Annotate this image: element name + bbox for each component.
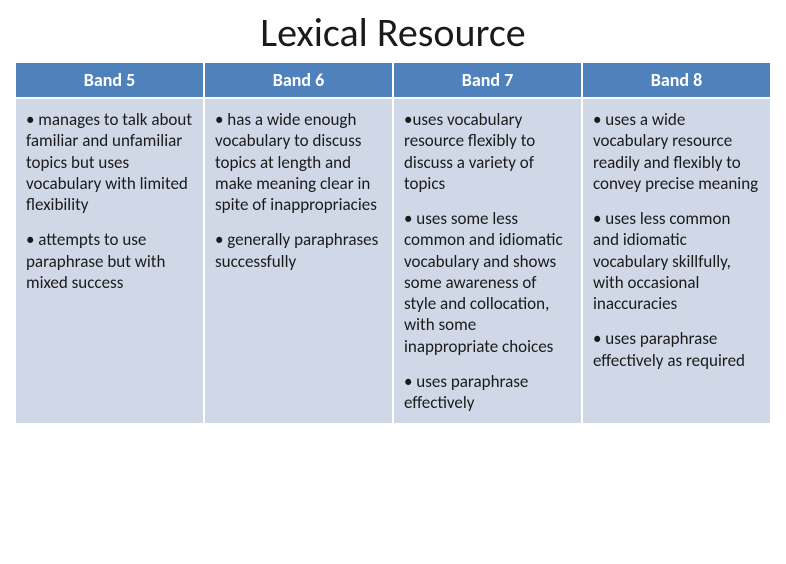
- bullet-text: • manages to talk about familiar and unf…: [26, 109, 193, 215]
- bullet-text: • uses less common and idiomatic vocabul…: [593, 208, 760, 314]
- bullet-text: •uses vocabulary resource flexibly to di…: [404, 109, 571, 194]
- bullet-text: • uses a wide vocabulary resource readil…: [593, 109, 760, 194]
- col-header-band8: Band 8: [582, 62, 771, 98]
- bullet-text: • generally paraphrases successfully: [215, 229, 382, 272]
- band-table: Band 5 Band 6 Band 7 Band 8 • manages to…: [14, 61, 772, 425]
- bullet-text: • uses paraphrase effectively: [404, 371, 571, 414]
- cell-band7: •uses vocabulary resource flexibly to di…: [393, 98, 582, 424]
- cell-band8: • uses a wide vocabulary resource readil…: [582, 98, 771, 424]
- bullet-text: • uses some less common and idiomatic vo…: [404, 208, 571, 357]
- bullet-text: • attempts to use paraphrase but with mi…: [26, 229, 193, 293]
- table-header-row: Band 5 Band 6 Band 7 Band 8: [15, 62, 771, 98]
- bullet-text: • uses paraphrase effectively as require…: [593, 328, 760, 371]
- col-header-band7: Band 7: [393, 62, 582, 98]
- bullet-text: • has a wide enough vocabulary to discus…: [215, 109, 382, 215]
- table-row: • manages to talk about familiar and unf…: [15, 98, 771, 424]
- cell-band5: • manages to talk about familiar and unf…: [15, 98, 204, 424]
- page-title: Lexical Resource: [14, 8, 772, 57]
- cell-band6: • has a wide enough vocabulary to discus…: [204, 98, 393, 424]
- col-header-band6: Band 6: [204, 62, 393, 98]
- col-header-band5: Band 5: [15, 62, 204, 98]
